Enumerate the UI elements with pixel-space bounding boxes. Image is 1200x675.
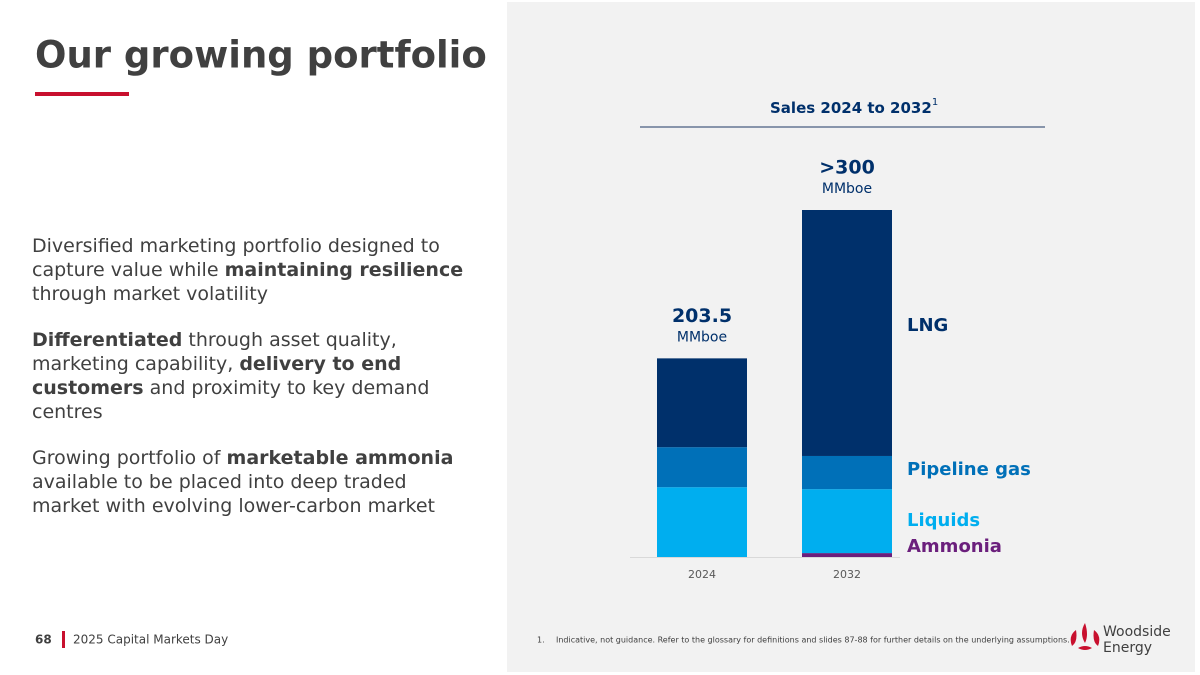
legend-label: Liquids: [907, 510, 980, 531]
logo-text: Woodside: [1103, 624, 1171, 640]
x-tick-label: 2032: [833, 568, 861, 581]
text-run: Growing portfolio of: [32, 447, 227, 469]
bar-segment: [657, 447, 747, 488]
paragraph: Differentiated through asset quality, ma…: [32, 328, 472, 424]
logo: Woodside Energy: [1070, 623, 1171, 656]
bar-segment: [657, 358, 747, 448]
text-run: available to be placed into deep traded …: [32, 471, 435, 517]
bold-run: Differentiated: [32, 329, 183, 351]
footnote: Indicative, not guidance. Refer to the g…: [556, 636, 1070, 645]
bold-run: delivery to end customers: [32, 353, 402, 399]
bar-segment: [802, 210, 892, 456]
bold-run: maintaining resilience: [224, 259, 464, 281]
slide-title: Our growing portfolio: [35, 34, 487, 77]
total-label: >300: [819, 157, 875, 179]
text-run: and proximity to key demand centres: [32, 377, 430, 423]
text-run: through market volatility: [32, 283, 268, 305]
paragraph: Diversified marketing portfolio designed…: [32, 234, 472, 306]
x-tick-label: 2024: [688, 568, 716, 581]
page-number: 68: [35, 633, 52, 647]
chart-title-text: Sales 2024 to 2032: [770, 99, 932, 117]
title-underline: [35, 92, 129, 96]
chart-title-footnote: 1: [932, 97, 938, 108]
legend-label: Pipeline gas: [907, 459, 1031, 480]
total-unit: MMboe: [822, 181, 872, 197]
footer-text: 2025 Capital Markets Day: [73, 633, 228, 647]
text-run: through asset quality, marketing capabil…: [32, 329, 397, 375]
footer-divider: [62, 631, 65, 648]
bar-segment: [802, 455, 892, 490]
footnote-marker: 1.: [537, 636, 545, 645]
total-unit: MMboe: [677, 329, 727, 345]
logo-mark: [1070, 623, 1100, 650]
logo-text: Energy: [1103, 640, 1152, 656]
body-text: Diversified marketing portfolio designed…: [32, 234, 472, 540]
bar-segment: [657, 487, 747, 557]
total-label: 203.5: [672, 305, 732, 327]
bold-run: marketable ammonia: [226, 447, 454, 469]
text-run: Diversified marketing portfolio designed…: [32, 235, 440, 281]
chart-title: Sales 2024 to 20321: [770, 97, 938, 117]
legend-label: LNG: [907, 315, 948, 336]
bar-segment: [802, 553, 892, 557]
legend-label: Ammonia: [907, 536, 1002, 557]
bar-segment: [802, 489, 892, 554]
paragraph: Growing portfolio of marketable ammonia …: [32, 446, 472, 518]
